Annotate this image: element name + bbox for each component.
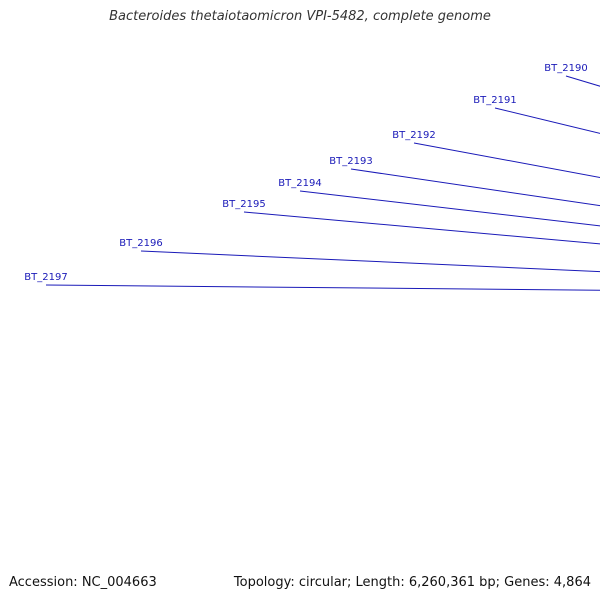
gene-leader-line bbox=[350, 168, 600, 207]
genome-summary-text: Topology: circular; Length: 6,260,361 bp… bbox=[233, 575, 591, 590]
gene-leader-line bbox=[494, 107, 600, 134]
gene-leader-line bbox=[299, 190, 600, 227]
gene-label[interactable]: BT_2190 bbox=[544, 63, 587, 74]
gene-label[interactable]: BT_2194 bbox=[278, 178, 321, 189]
gene-label[interactable]: BT_2196 bbox=[119, 238, 162, 249]
gene-leader-line bbox=[243, 211, 600, 245]
gene-leader-line bbox=[413, 142, 600, 178]
gene-label-layer: 2750 kbp2752 kbp2754 kbp2756 kbp2758 kbp… bbox=[24, 63, 600, 291]
gene-leader-line bbox=[140, 250, 600, 273]
map-title: Bacteroides thetaiotaomicron VPI-5482, c… bbox=[109, 9, 491, 24]
accession-text: Accession: NC_004663 bbox=[9, 575, 157, 590]
gene-label[interactable]: BT_2192 bbox=[392, 130, 435, 141]
gene-label[interactable]: BT_2193 bbox=[329, 156, 372, 167]
gene-leader-line bbox=[565, 75, 600, 87]
gene-leader-line bbox=[45, 284, 600, 291]
gene-label[interactable]: BT_2197 bbox=[24, 272, 67, 283]
gene-label[interactable]: BT_2191 bbox=[473, 95, 516, 106]
gene-label[interactable]: BT_2195 bbox=[222, 199, 265, 210]
